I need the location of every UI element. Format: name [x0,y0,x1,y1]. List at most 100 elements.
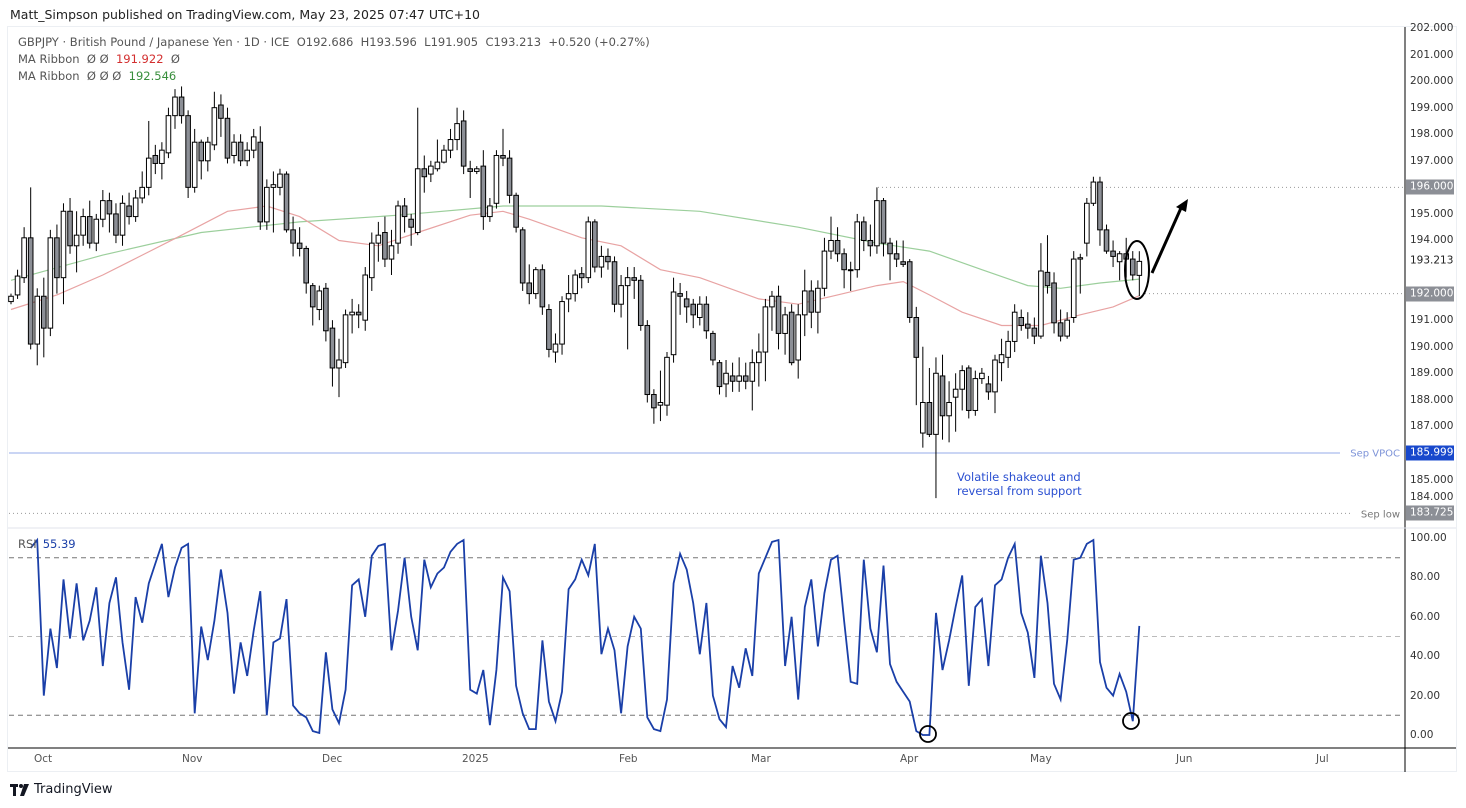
candle-body [592,221,598,268]
rsi-legend[interactable]: RSI 55.39 [18,537,76,551]
candle-body [1090,181,1097,204]
rsi-tick-label: 60.00 [1410,610,1441,623]
candle [493,150,500,209]
price-tick-label: 198.000 [1410,128,1454,141]
rsi-tick-label: 40.00 [1410,650,1441,663]
candle [775,285,782,350]
candle [605,248,611,270]
candle [132,190,139,222]
candle [355,304,362,329]
candle-body [250,136,257,151]
candle-body [86,216,93,244]
candle-body [841,253,847,271]
candle [67,197,73,254]
candle-body [441,149,447,163]
candle-body [939,375,946,417]
rsi-tick-label: 80.00 [1410,571,1441,584]
candle-body [906,261,913,319]
candle [939,354,946,440]
price-tick-label: 191.000 [1410,314,1454,327]
ma-ribbon-legend-1[interactable]: MA Ribbon Ø Ø 191.922 Ø [18,52,180,66]
candle-body [637,279,644,326]
candle-body [473,168,480,172]
candle-body [959,370,966,390]
candle-body [572,274,578,295]
time-label-oct: Oct [34,753,53,765]
candle-body [434,161,441,170]
candle-body [815,287,821,313]
ma-fast-line [10,205,1140,327]
candle-body [487,205,493,218]
candle [749,349,756,411]
candle-body [697,303,703,319]
price-badge: 185.999 [1406,445,1454,461]
time-label-apr: Apr [900,753,919,765]
candle [480,150,487,230]
candle-body [172,96,178,117]
candle-body [342,314,349,364]
candle-body [1116,253,1123,263]
candle-body [316,290,323,311]
candle-body [34,295,41,345]
ma-ribbon-legend-2[interactable]: MA Ribbon Ø Ø Ø 192.546 [18,69,176,83]
candle-body [454,123,460,141]
candle [624,267,631,350]
candle-body [690,303,697,316]
candle [526,264,533,305]
candle-body [736,375,742,382]
candle [113,203,119,244]
candle [578,267,585,289]
candle-body [880,200,887,244]
candle [592,219,598,273]
candle [395,200,401,254]
ohlc-open: O192.686 [296,35,354,49]
candle [926,367,933,438]
candle-body [395,205,401,244]
ma1-tail: Ø [170,52,180,66]
ohlc-low: L191.905 [424,35,479,49]
candle [1031,317,1038,345]
candle [401,197,408,233]
candle [467,160,473,198]
candle-body [828,239,834,252]
candle [998,338,1005,382]
candle-body [998,354,1005,364]
sep-low-label: Sep low [1360,509,1400,521]
publisher-line: Matt_Simpson published on TradingView.co… [10,7,480,22]
candle [145,120,152,196]
candle [1025,312,1031,339]
candle-body [126,205,132,218]
candle [264,179,270,230]
candle [801,269,808,337]
rsi-pane [9,537,1404,736]
candle [224,107,231,164]
candle-body [21,237,27,279]
candle-body [467,168,473,172]
candle [854,213,861,278]
candle-body [349,311,355,316]
ma1-flags: Ø Ø [86,52,109,66]
symbol-name[interactable]: GBPJPY · British Pound / Japanese Yen · … [18,35,290,49]
candle-body [539,269,546,308]
time-label-jul: Jul [1316,753,1329,765]
candle [618,275,624,318]
candle [211,91,218,151]
candle-body [375,234,382,244]
candle [441,144,447,164]
candle [788,304,795,366]
candle [861,216,867,252]
ohlc-change: +0.520 (+0.27%) [548,35,650,49]
candle-body [657,401,664,406]
rsi-tick-label: 0.00 [1410,729,1434,741]
candle [1051,272,1057,334]
tradingview-logo[interactable]: TradingView [10,782,113,797]
candle-body [257,141,264,223]
candle-body [1129,258,1136,276]
candle [519,227,526,291]
price-tick-label: 194.000 [1410,234,1454,247]
candle [710,330,716,366]
candle-body [323,287,329,332]
candle-body [585,221,592,279]
candle-body [414,168,421,234]
